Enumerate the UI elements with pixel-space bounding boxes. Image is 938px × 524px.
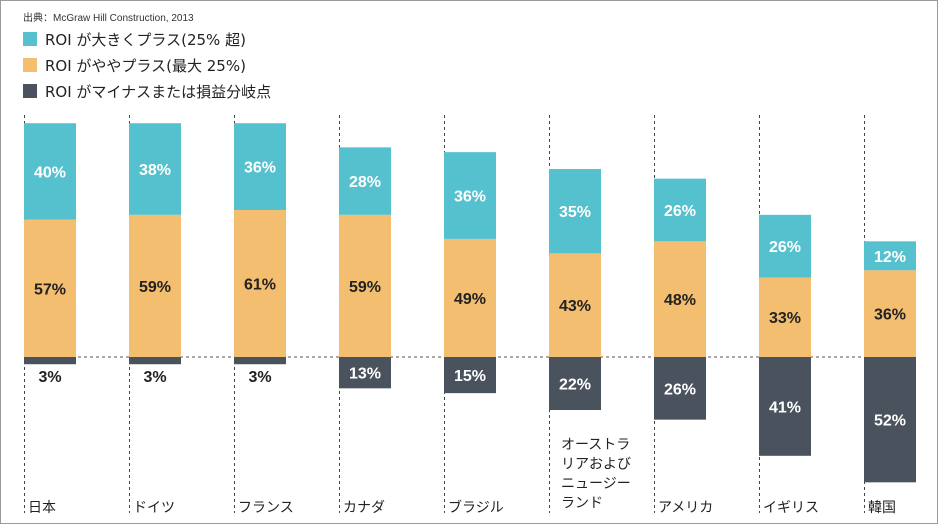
bar-segment-large-plus xyxy=(234,123,286,210)
value-label-small-plus: 59% xyxy=(139,279,171,296)
bar-segment-negative xyxy=(444,357,496,394)
bar-segment-negative xyxy=(129,357,181,365)
value-label-negative: 13% xyxy=(349,366,381,383)
value-label-large-plus: 28% xyxy=(349,174,381,191)
legend-item-negative: ROI がマイナスまたは損益分岐点 xyxy=(23,81,271,101)
bar-segment-large-plus xyxy=(129,123,181,215)
bar-segment-negative xyxy=(339,357,391,389)
value-label-negative: 15% xyxy=(454,368,486,385)
bar-segment-small-plus xyxy=(339,214,391,357)
bar-segment-small-plus xyxy=(24,219,76,357)
value-label-large-plus: 36% xyxy=(244,160,276,177)
category-label-line: オーストラ xyxy=(561,437,630,453)
value-label-small-plus: 36% xyxy=(874,307,906,324)
value-label-negative: 52% xyxy=(874,413,906,430)
value-label-large-plus: 26% xyxy=(769,239,801,256)
category-label-line: ニュージー xyxy=(561,476,631,492)
category-label: イギリス xyxy=(763,500,819,516)
bar-segment-large-plus xyxy=(759,214,811,278)
legend-swatch-small-plus xyxy=(23,58,37,72)
legend-label-large-plus: ROI が大きくプラス(25% 超) xyxy=(45,30,246,49)
category-label: カナダ xyxy=(343,500,385,516)
value-label-large-plus: 40% xyxy=(34,164,66,181)
bar-segment-large-plus xyxy=(549,169,601,254)
bar-segment-negative xyxy=(759,357,811,456)
category-label: 日本 xyxy=(28,500,56,516)
value-label-large-plus: 38% xyxy=(139,162,171,179)
value-label-negative: 3% xyxy=(143,369,166,386)
value-label-negative: 3% xyxy=(248,369,271,386)
legend-swatch-large-plus xyxy=(23,32,37,46)
value-label-small-plus: 48% xyxy=(664,292,696,309)
value-label-large-plus: 35% xyxy=(559,204,591,221)
source-note: 出典：McGraw Hill Construction, 2013 xyxy=(23,13,194,24)
bar-segment-small-plus xyxy=(129,214,181,357)
bar-segment-large-plus xyxy=(444,152,496,239)
legend-item-small-plus: ROI がややプラス(最大 25%) xyxy=(23,55,246,75)
value-label-small-plus: 33% xyxy=(769,310,801,327)
bar-segment-negative xyxy=(654,357,706,420)
category-label-line: リアおよび xyxy=(561,457,631,473)
value-label-negative: 3% xyxy=(38,369,61,386)
value-label-small-plus: 49% xyxy=(454,291,486,308)
value-label-large-plus: 36% xyxy=(454,189,486,206)
category-label: 韓国 xyxy=(868,500,896,516)
legend-swatch-negative xyxy=(23,84,37,98)
category-label-line: ランド xyxy=(561,496,603,512)
bar-segment-small-plus xyxy=(654,241,706,357)
bar-segment-small-plus xyxy=(759,277,811,357)
bar-segment-small-plus xyxy=(864,270,916,357)
bar-segment-small-plus xyxy=(444,238,496,357)
bar-segment-negative xyxy=(234,357,286,365)
value-label-negative: 26% xyxy=(664,381,696,398)
category-label: アメリカ xyxy=(658,500,713,516)
bar-segment-large-plus xyxy=(864,241,916,271)
bar-segment-large-plus xyxy=(654,178,706,242)
category-label: フランス xyxy=(238,500,294,516)
bar-segment-small-plus xyxy=(549,253,601,357)
value-label-negative: 22% xyxy=(559,377,591,394)
value-label-small-plus: 43% xyxy=(559,298,591,315)
value-label-large-plus: 26% xyxy=(664,203,696,220)
legend-label-negative: ROI がマイナスまたは損益分岐点 xyxy=(45,82,272,101)
bar-segment-small-plus xyxy=(234,209,286,357)
value-label-negative: 41% xyxy=(769,399,801,416)
bar-segment-negative xyxy=(549,357,601,411)
value-label-small-plus: 61% xyxy=(244,276,276,293)
value-label-small-plus: 59% xyxy=(349,279,381,296)
category-label: ドイツ xyxy=(133,500,175,516)
bar-segment-negative xyxy=(24,357,76,365)
legend-label-small-plus: ROI がややプラス(最大 25%) xyxy=(45,56,246,75)
value-label-small-plus: 57% xyxy=(34,281,66,298)
legend-item-large-plus: ROI が大きくプラス(25% 超) xyxy=(23,29,246,49)
category-label: ブラジル xyxy=(448,499,504,516)
bar-segment-large-plus xyxy=(24,123,76,220)
bar-segment-large-plus xyxy=(339,147,391,215)
value-label-large-plus: 12% xyxy=(874,249,906,266)
bar-segment-negative xyxy=(864,357,916,483)
